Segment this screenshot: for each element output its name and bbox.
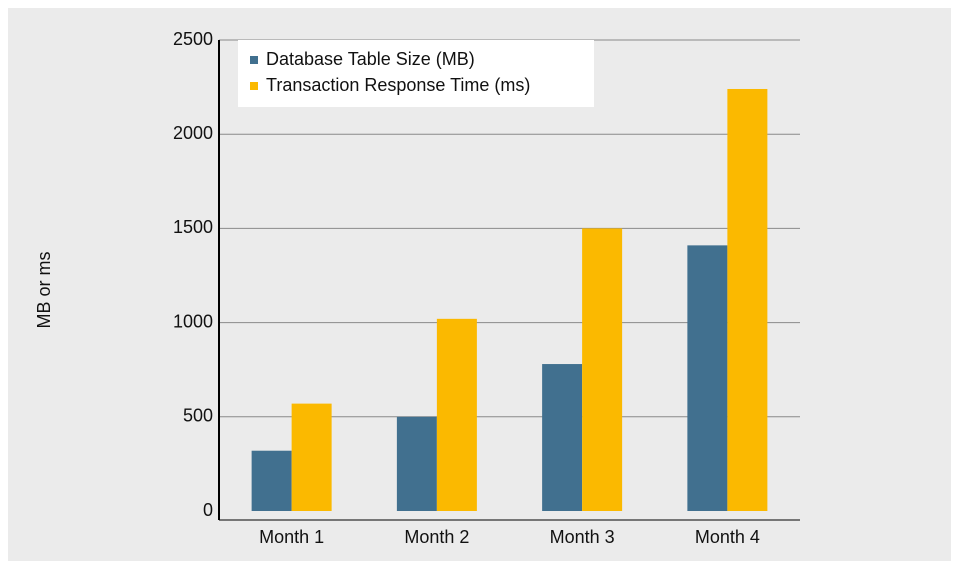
x-tick-label: Month 2 (404, 527, 469, 547)
bar (291, 403, 332, 511)
bar (727, 88, 768, 511)
y-tick-label: 0 (203, 500, 213, 520)
bar (687, 245, 728, 511)
y-axis-label: MB or ms (34, 251, 54, 328)
legend-box (238, 40, 594, 107)
bar (582, 228, 623, 511)
x-tick-label: Month 3 (550, 527, 615, 547)
bar (542, 364, 583, 511)
y-tick-label: 1500 (173, 217, 213, 237)
x-tick-label: Month 4 (695, 527, 760, 547)
legend-swatch (250, 56, 258, 64)
x-tick-label: Month 1 (259, 527, 324, 547)
y-tick-label: 1000 (173, 311, 213, 331)
legend-label: Transaction Response Time (ms) (266, 75, 530, 95)
y-tick-label: 2500 (173, 29, 213, 49)
bar (436, 318, 477, 511)
y-tick-label: 2000 (173, 123, 213, 143)
bar (251, 450, 292, 511)
legend-label: Database Table Size (MB) (266, 49, 475, 69)
y-tick-label: 500 (183, 406, 213, 426)
bar (396, 416, 437, 511)
legend-swatch (250, 82, 258, 90)
